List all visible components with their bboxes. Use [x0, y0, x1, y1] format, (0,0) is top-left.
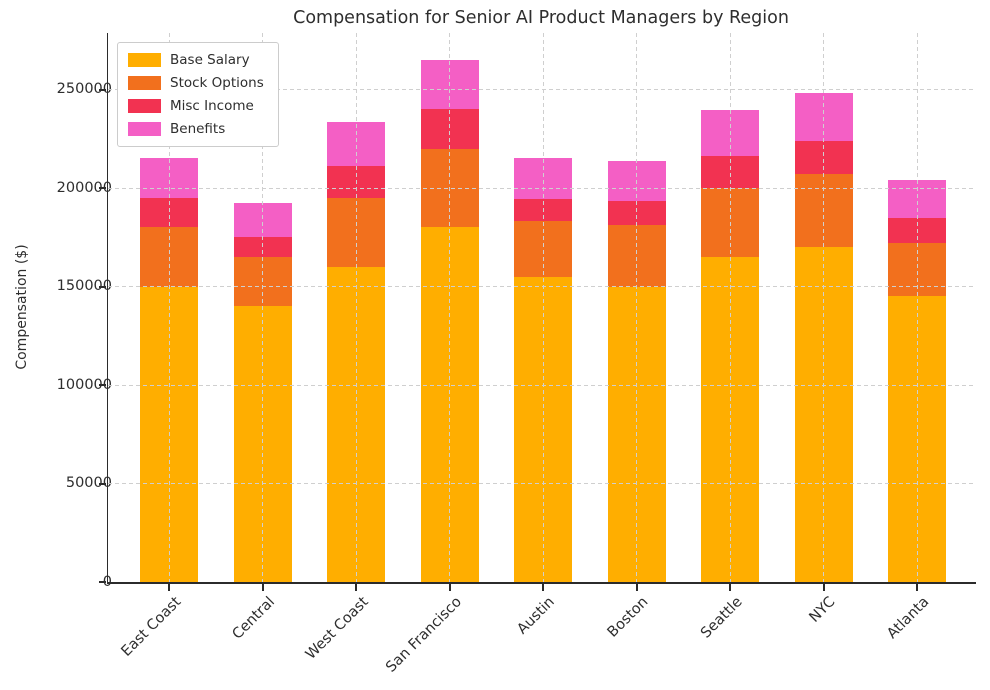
- bar-segment-misc-income: [607, 200, 666, 226]
- bar-segment-benefits: [607, 161, 666, 201]
- x-tick-label: Austin: [514, 594, 559, 638]
- bar-austin: [514, 157, 572, 582]
- bar-segment-base-salary: [701, 256, 759, 582]
- y-tick-mark: [99, 285, 106, 288]
- bar-segment-misc-income: [140, 197, 198, 228]
- x-tick-label: East Coast: [118, 594, 185, 660]
- bar-atlanta: [888, 180, 946, 582]
- legend-item: Stock Options: [128, 75, 264, 91]
- legend-label: Benefits: [170, 121, 226, 137]
- x-tick-mark: [729, 584, 731, 591]
- y-tick-mark: [99, 581, 106, 583]
- bar-segment-benefits: [514, 157, 572, 199]
- x-tick-mark: [635, 584, 638, 591]
- bar-segment-stock-options: [888, 243, 946, 297]
- x-tick-label: Boston: [605, 594, 652, 641]
- y-tick-label: 50000: [65, 475, 112, 492]
- bar-segment-benefits: [794, 93, 853, 141]
- y-tick-label: 100000: [56, 376, 112, 393]
- legend-label: Misc Income: [170, 98, 254, 114]
- bar-segment-misc-income: [514, 198, 572, 221]
- bar-segment-benefits: [140, 158, 198, 198]
- legend-item: Misc Income: [128, 98, 264, 114]
- x-tick-label: San Francisco: [383, 594, 465, 676]
- y-axis-label: Compensation ($): [14, 244, 30, 370]
- y-tick-mark: [99, 187, 106, 189]
- bar-segment-base-salary: [794, 247, 853, 582]
- bar-segment-misc-income: [233, 237, 292, 257]
- bar-segment-misc-income: [888, 217, 946, 244]
- bar-segment-stock-options: [327, 197, 385, 267]
- x-tick-mark: [542, 584, 544, 591]
- bar-segment-base-salary: [514, 276, 572, 582]
- legend-swatch-misc-income: [128, 99, 161, 113]
- bar-segment-misc-income: [327, 166, 385, 198]
- y-tick-mark: [99, 482, 106, 485]
- bar-segment-stock-options: [514, 220, 572, 277]
- y-tick-label: 200000: [56, 179, 112, 196]
- legend-swatch-base-salary: [128, 53, 161, 67]
- x-tick-mark: [355, 584, 357, 591]
- y-tick-mark: [99, 88, 106, 91]
- bar-segment-stock-options: [607, 225, 666, 287]
- legend-swatch-benefits: [128, 122, 161, 136]
- y-tick-mark: [99, 384, 106, 386]
- x-tick-mark: [448, 584, 451, 591]
- x-tick-mark: [822, 584, 825, 591]
- chart-title: Compensation for Senior AI Product Manag…: [293, 8, 789, 28]
- bar-boston: [607, 161, 666, 582]
- legend-label: Base Salary: [170, 52, 250, 68]
- legend-item: Benefits: [128, 121, 264, 137]
- bar-segment-stock-options: [420, 148, 479, 228]
- bar-central: [233, 202, 292, 582]
- legend-swatch-stock-options: [128, 76, 161, 90]
- x-tick-label: Seattle: [697, 594, 746, 642]
- bar-segment-base-salary: [233, 306, 292, 582]
- y-tick-label: 250000: [56, 81, 112, 98]
- bar-segment-benefits: [701, 110, 759, 156]
- bar-segment-stock-options: [794, 174, 853, 248]
- x-tick-mark: [261, 584, 264, 591]
- bar-segment-benefits: [888, 180, 946, 218]
- y-tick-label: 150000: [56, 278, 112, 295]
- bar-nyc: [794, 93, 853, 582]
- x-tick-mark: [916, 584, 918, 591]
- x-tick-label: Atlanta: [884, 594, 933, 643]
- bar-seattle: [701, 110, 759, 582]
- legend-item: Base Salary: [128, 52, 264, 68]
- bar-segment-base-salary: [420, 227, 479, 582]
- bar-segment-base-salary: [327, 266, 385, 582]
- x-tick-mark: [168, 584, 170, 591]
- bar-segment-misc-income: [420, 109, 479, 149]
- x-tick-label: West Coast: [302, 594, 372, 663]
- x-tick-label: Central: [229, 594, 278, 643]
- bar-segment-stock-options: [140, 227, 198, 287]
- bar-east-coast: [140, 158, 198, 582]
- bar-segment-benefits: [420, 59, 479, 110]
- x-tick-label: NYC: [806, 594, 839, 626]
- bar-san-francisco: [420, 59, 479, 582]
- bar-segment-stock-options: [233, 256, 292, 307]
- legend: Base Salary Stock Options Misc Income Benef…: [117, 42, 279, 147]
- bar-west-coast: [327, 122, 385, 582]
- bar-segment-stock-options: [701, 188, 759, 257]
- y-tick-label: 0: [102, 574, 112, 590]
- bar-segment-misc-income: [794, 140, 853, 175]
- bar-segment-base-salary: [888, 296, 946, 582]
- bar-segment-base-salary: [607, 286, 666, 582]
- bar-segment-benefits: [233, 202, 292, 238]
- bar-segment-base-salary: [140, 286, 198, 582]
- bar-segment-benefits: [327, 122, 385, 167]
- legend-label: Stock Options: [170, 75, 264, 91]
- bar-segment-misc-income: [701, 155, 759, 189]
